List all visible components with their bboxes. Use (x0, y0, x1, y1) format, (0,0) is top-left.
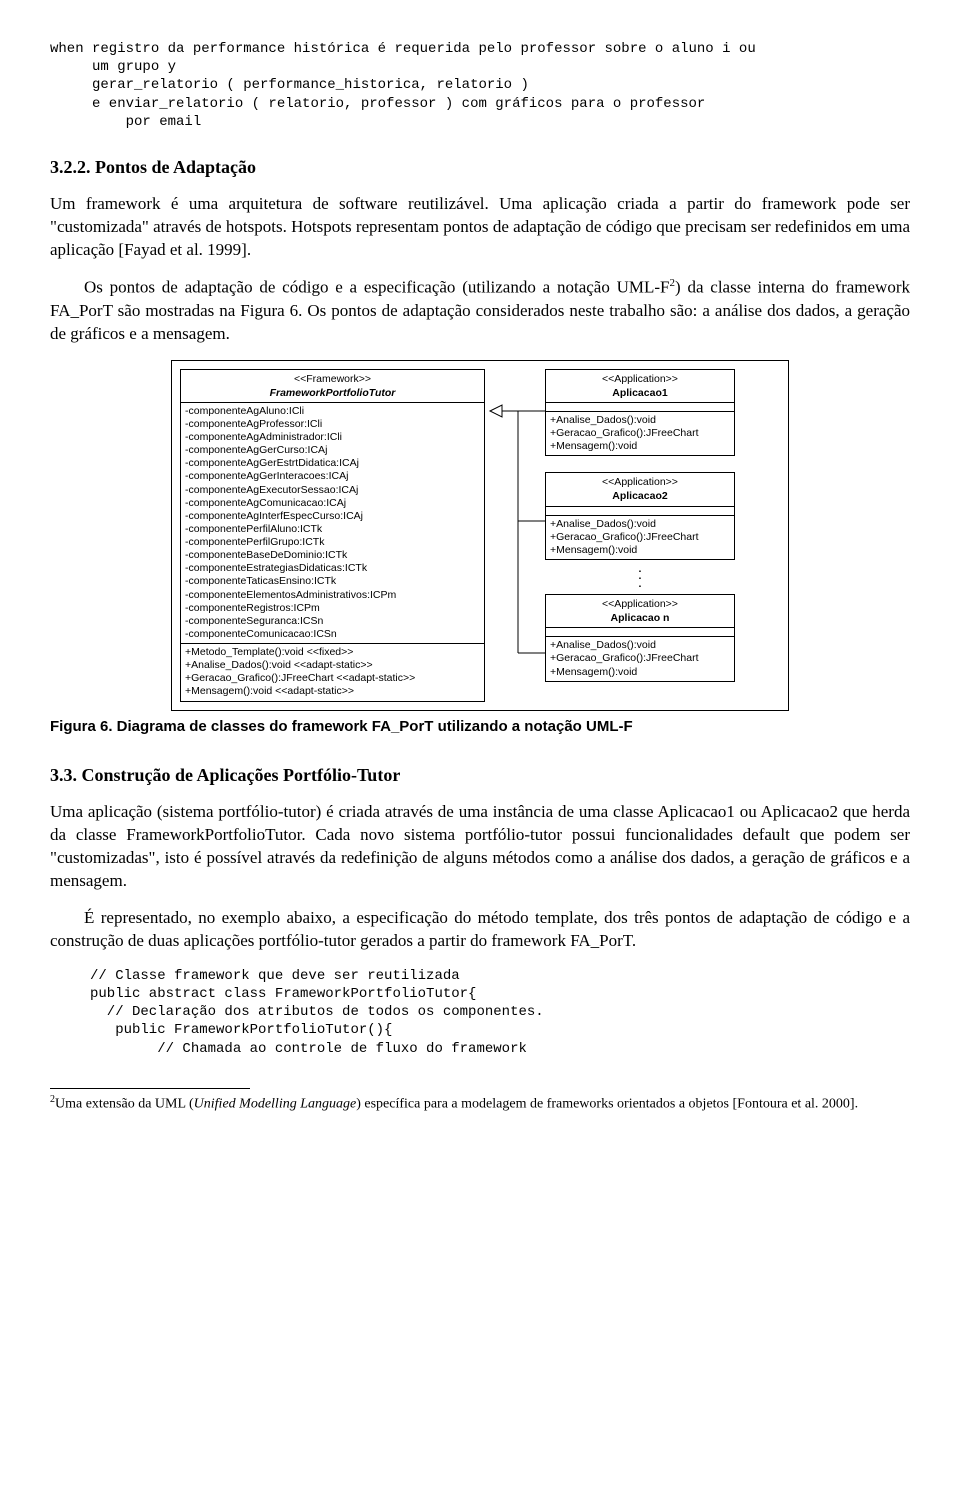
figure-caption: Figura 6. Diagrama de classes do framewo… (50, 717, 910, 737)
uml-class-name: Aplicacao1 (612, 387, 667, 399)
uml-stereotype: <<Application>> (602, 476, 678, 488)
footnote-text: Uma extensão da UML ( (55, 1096, 194, 1111)
uml-class-name: Aplicacao n (611, 612, 670, 624)
uml-class-framework: <<Framework>> FrameworkPortfolioTutor -c… (180, 369, 485, 702)
uml-operations: +Metodo_Template():void <<fixed>> +Anali… (181, 643, 484, 701)
heading-322: 3.2.2. Pontos de Adaptação (50, 155, 910, 179)
inheritance-arrow-icon (488, 401, 548, 661)
uml-attributes: -componenteAgAluno:ICli -componenteAgPro… (181, 403, 484, 643)
footnote-text: ) específica para a modelagem de framewo… (356, 1096, 858, 1111)
uml-diagram: <<Framework>> FrameworkPortfolioTutor -c… (171, 360, 789, 711)
paragraph-322a: Um framework é uma arquitetura de softwa… (50, 193, 910, 262)
footnote-italic: Unified Modelling Language (194, 1096, 357, 1111)
ellipsis-icon: ... (545, 560, 735, 594)
paragraph-33a: Uma aplicação (sistema portfólio-tutor) … (50, 801, 910, 893)
uml-operations: +Analise_Dados():void +Geracao_Grafico()… (546, 515, 734, 559)
uml-stereotype: <<Application>> (602, 373, 678, 385)
code-block-bottom: // Classe framework que deve ser reutili… (90, 967, 910, 1058)
footnote-rule (50, 1088, 250, 1089)
uml-class-app1: <<Application>> Aplicacao1 +Analise_Dado… (545, 369, 735, 457)
uml-class-appn: <<Application>> Aplicacao n +Analise_Dad… (545, 594, 735, 682)
uml-stereotype: <<Framework>> (294, 373, 371, 385)
uml-class-name: FrameworkPortfolioTutor (270, 387, 396, 399)
paragraph-322b: Os pontos de adaptação de código e a esp… (50, 276, 910, 345)
heading-33: 3.3. Construção de Aplicações Portfólio-… (50, 763, 910, 787)
uml-stereotype: <<Application>> (602, 598, 678, 610)
uml-operations: +Analise_Dados():void +Geracao_Grafico()… (546, 411, 734, 455)
code-block-top: when registro da performance histórica é… (50, 40, 910, 131)
footnote: 2Uma extensão da UML (Unified Modelling … (50, 1093, 910, 1115)
uml-class-name: Aplicacao2 (612, 490, 667, 502)
text: Os pontos de adaptação de código e a esp… (84, 278, 670, 297)
uml-operations: +Analise_Dados():void +Geracao_Grafico()… (546, 636, 734, 680)
paragraph-33b: É representado, no exemplo abaixo, a esp… (50, 907, 910, 953)
uml-class-app2: <<Application>> Aplicacao2 +Analise_Dado… (545, 472, 735, 560)
